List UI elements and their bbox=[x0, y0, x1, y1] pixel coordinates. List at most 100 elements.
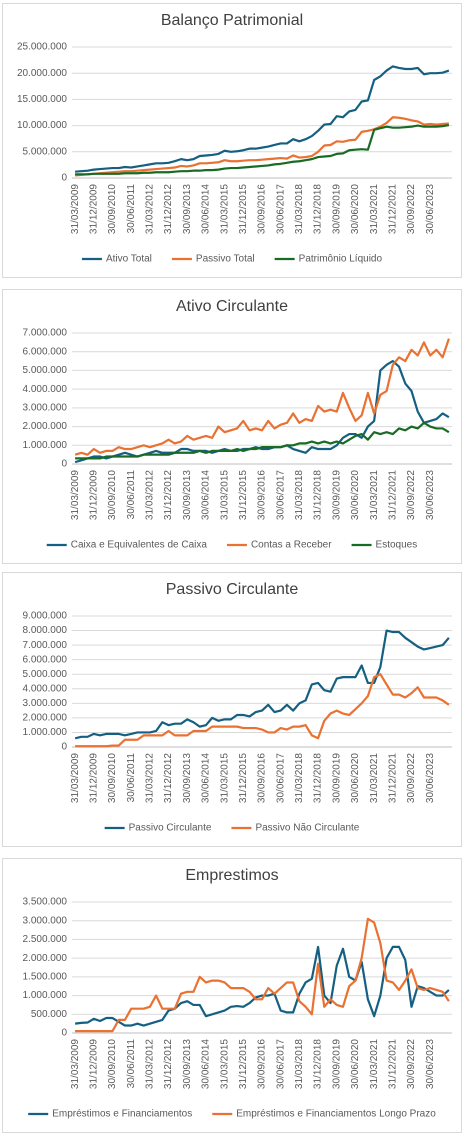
series-line bbox=[75, 116, 449, 177]
x-tick-label: 31/12/2021 bbox=[387, 1039, 398, 1089]
chart-title: Ativo Circulante bbox=[176, 298, 288, 315]
x-tick-label: 31/12/2015 bbox=[238, 753, 249, 803]
x-tick-label: 30/09/2016 bbox=[257, 753, 268, 803]
y-tick-label: 3.000.000 bbox=[23, 915, 68, 926]
y-tick-label: 6.000.000 bbox=[23, 346, 68, 357]
y-tick-label: 1.000.000 bbox=[23, 990, 68, 1001]
panel-border bbox=[2, 3, 462, 278]
x-tick-label: 31/12/2009 bbox=[88, 184, 99, 234]
legend-label: Passivo Total bbox=[196, 254, 255, 265]
x-tick-label: 30/06/2023 bbox=[425, 753, 436, 803]
x-tick-label: 31/03/2018 bbox=[294, 753, 305, 803]
x-tick-label: 31/03/2021 bbox=[369, 470, 380, 520]
chart-title: Emprestimos bbox=[185, 867, 278, 884]
x-tick-label: 30/09/2019 bbox=[331, 184, 342, 234]
x-tick-label: 31/12/2018 bbox=[313, 184, 324, 234]
x-tick-label: 31/12/2009 bbox=[88, 753, 99, 803]
chart-panel: Emprestimos 0 500.000 1.000.000 1.500.000 2.0… bbox=[2, 858, 462, 1133]
chart-panel: Ativo Circulante 0 1.000.000 2.000.000 3.000… bbox=[2, 289, 462, 564]
legend-label: Empréstimos e Financiamentos bbox=[52, 1109, 192, 1120]
x-tick-label: 30/09/2010 bbox=[107, 470, 118, 520]
legend-label: Caixa e Equivalentes de Caixa bbox=[71, 540, 208, 551]
x-tick-label: 30/06/2014 bbox=[201, 470, 212, 520]
x-tick-label: 30/09/2019 bbox=[331, 1039, 342, 1089]
series-line bbox=[74, 629, 450, 740]
legend-label: Patrimônio Líquido bbox=[299, 254, 383, 265]
y-tick-label: 3.000.000 bbox=[23, 402, 68, 413]
series-line bbox=[75, 65, 450, 173]
legend-label: Passivo Circulante bbox=[129, 823, 212, 834]
y-tick-label: 7.000.000 bbox=[23, 328, 68, 339]
x-tick-label: 30/06/2017 bbox=[275, 184, 286, 234]
x-tick-label: 31/03/2009 bbox=[70, 1039, 81, 1089]
x-tick-label: 30/06/2011 bbox=[126, 470, 137, 520]
y-tick-label: 1.500.000 bbox=[23, 971, 68, 982]
series-line bbox=[75, 421, 450, 460]
series-line bbox=[75, 917, 450, 1033]
y-tick-label: 6.000.000 bbox=[23, 654, 68, 665]
y-tick-label: 20.000.000 bbox=[17, 68, 67, 79]
y-tick-label: 8.000.000 bbox=[23, 625, 68, 636]
x-tick-label: 31/12/2018 bbox=[313, 470, 324, 520]
legend-label: Ativo Total bbox=[106, 254, 152, 265]
x-tick-label: 30/09/2019 bbox=[331, 753, 342, 803]
x-tick-label: 31/03/2012 bbox=[145, 753, 156, 803]
x-tick-label: 31/03/2012 bbox=[145, 470, 156, 520]
y-tick-label: 15.000.000 bbox=[17, 94, 67, 105]
legend-label: Estoques bbox=[376, 540, 418, 551]
y-tick-label: 25.000.000 bbox=[17, 42, 67, 53]
x-tick-label: 30/06/2011 bbox=[126, 184, 137, 234]
y-tick-label: 0 bbox=[61, 459, 67, 470]
y-tick-label: 4.000.000 bbox=[23, 683, 68, 694]
x-tick-label: 31/12/2012 bbox=[163, 184, 174, 234]
legend-label: Empréstimos e Financiamentos Longo Prazo bbox=[236, 1109, 436, 1120]
panel-border bbox=[2, 572, 462, 847]
y-tick-label: 0 bbox=[61, 742, 67, 753]
x-tick-label: 31/03/2018 bbox=[294, 184, 305, 234]
x-tick-label: 30/06/2020 bbox=[350, 470, 361, 520]
x-tick-label: 31/03/2021 bbox=[369, 753, 380, 803]
x-tick-label: 31/03/2018 bbox=[294, 470, 305, 520]
x-tick-label: 30/09/2013 bbox=[182, 184, 193, 234]
x-tick-label: 31/12/2021 bbox=[387, 184, 398, 234]
x-tick-label: 31/12/2015 bbox=[238, 184, 249, 234]
x-tick-label: 30/06/2014 bbox=[201, 753, 212, 803]
x-tick-label: 30/06/2011 bbox=[126, 1039, 137, 1089]
x-tick-label: 30/09/2013 bbox=[182, 470, 193, 520]
x-tick-label: 30/06/2017 bbox=[275, 470, 286, 520]
x-tick-label: 31/03/2021 bbox=[369, 1039, 380, 1089]
y-tick-label: 1.000.000 bbox=[23, 440, 68, 451]
x-tick-label: 30/09/2022 bbox=[406, 184, 417, 234]
x-tick-label: 30/06/2023 bbox=[425, 184, 436, 234]
x-tick-label: 31/12/2015 bbox=[238, 470, 249, 520]
chart-title: Balanço Patrimonial bbox=[161, 12, 303, 29]
x-tick-label: 30/09/2019 bbox=[331, 470, 342, 520]
x-tick-label: 30/09/2022 bbox=[406, 470, 417, 520]
x-tick-label: 31/12/2009 bbox=[88, 1039, 99, 1089]
y-tick-label: 0 bbox=[61, 173, 67, 184]
y-tick-label: 9.000.000 bbox=[23, 611, 68, 622]
x-tick-label: 30/09/2013 bbox=[182, 753, 193, 803]
x-tick-label: 31/03/2015 bbox=[219, 1039, 230, 1089]
y-tick-label: 2.000.000 bbox=[23, 421, 68, 432]
series-line bbox=[75, 673, 450, 748]
y-tick-label: 10.000.000 bbox=[17, 120, 67, 131]
x-tick-label: 30/09/2010 bbox=[107, 184, 118, 234]
x-tick-label: 31/12/2012 bbox=[163, 470, 174, 520]
x-tick-label: 30/06/2014 bbox=[201, 184, 212, 234]
y-tick-label: 3.000.000 bbox=[23, 698, 68, 709]
y-tick-label: 0 bbox=[61, 1028, 67, 1039]
legend-label: Passivo Não Circulante bbox=[255, 823, 359, 834]
x-tick-label: 30/09/2016 bbox=[257, 1039, 268, 1089]
x-tick-label: 30/06/2020 bbox=[350, 1039, 361, 1089]
x-tick-label: 31/03/2012 bbox=[145, 1039, 156, 1089]
y-tick-label: 5.000.000 bbox=[23, 365, 68, 376]
x-tick-label: 31/03/2018 bbox=[294, 1039, 305, 1089]
chart-panel: Passivo Circulante 0 1.000.000 2.000.000 3.0… bbox=[2, 572, 462, 847]
x-tick-label: 31/12/2009 bbox=[88, 470, 99, 520]
series-line bbox=[75, 123, 450, 176]
series-line bbox=[74, 338, 450, 456]
y-tick-label: 5.000.000 bbox=[23, 146, 68, 157]
